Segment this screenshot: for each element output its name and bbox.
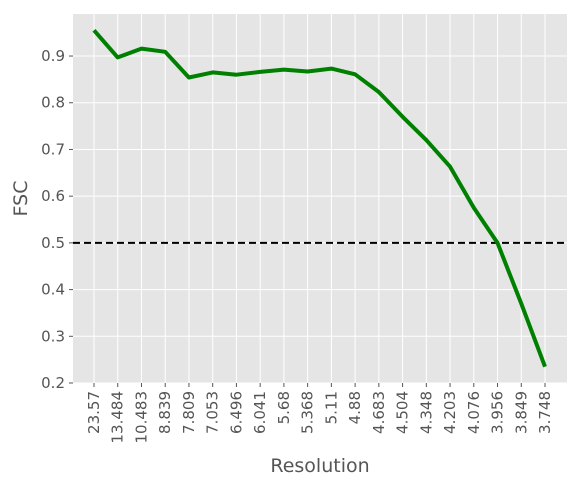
x-tick-label: 5.368 bbox=[299, 391, 317, 434]
x-tick-label: 4.88 bbox=[346, 391, 364, 424]
y-tick-label: 0.8 bbox=[41, 94, 65, 112]
y-tick-labels: 0.2 0.3 0.4 0.5 0.6 0.7 0.8 0.9 bbox=[41, 47, 73, 392]
y-tick-label: 0.3 bbox=[41, 327, 65, 345]
x-tick-label: 23.57 bbox=[85, 391, 103, 434]
x-tick-label: 4.504 bbox=[394, 391, 412, 434]
y-tick-label: 0.6 bbox=[41, 187, 65, 205]
x-tick-label: 13.484 bbox=[109, 391, 127, 444]
y-tick-label: 0.7 bbox=[41, 140, 65, 158]
x-tick-label: 10.483 bbox=[132, 391, 150, 444]
x-tick-label: 5.11 bbox=[322, 391, 340, 424]
x-tick-labels: 23.57 13.484 10.483 8.839 7.809 7.053 6.496 6.0… bbox=[85, 383, 554, 444]
x-tick-label: 5.68 bbox=[275, 391, 293, 424]
y-tick-label: 0.5 bbox=[41, 234, 65, 252]
y-tick-label: 0.4 bbox=[41, 281, 65, 299]
x-tick-label: 8.839 bbox=[156, 391, 174, 434]
x-tick-label: 3.956 bbox=[489, 391, 507, 434]
x-tick-label: 3.849 bbox=[512, 391, 530, 434]
y-tick-label: 0.2 bbox=[41, 374, 65, 392]
y-tick-label: 0.9 bbox=[41, 47, 65, 65]
x-axis-label: Resolution bbox=[270, 455, 369, 477]
x-tick-label: 3.748 bbox=[536, 391, 554, 434]
x-tick-label: 6.041 bbox=[251, 391, 269, 434]
plot-background bbox=[73, 14, 567, 383]
y-axis-label: FSC bbox=[10, 181, 32, 217]
x-tick-label: 7.053 bbox=[204, 391, 222, 434]
x-tick-label: 4.203 bbox=[441, 391, 459, 434]
x-tick-label: 4.348 bbox=[417, 391, 435, 434]
x-tick-label: 6.496 bbox=[227, 391, 245, 434]
fsc-series-line bbox=[92, 28, 547, 368]
x-tick-label: 4.076 bbox=[465, 391, 483, 434]
x-tick-label: 7.809 bbox=[180, 391, 198, 434]
x-tick-label: 4.683 bbox=[370, 391, 388, 434]
gridlines bbox=[73, 14, 567, 384]
